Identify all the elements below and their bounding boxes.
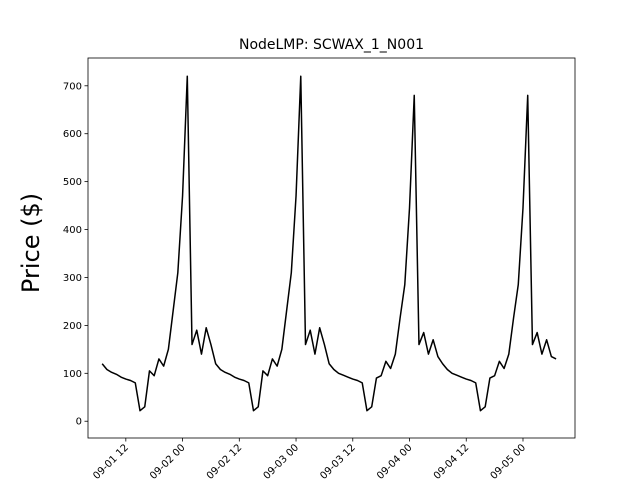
y-tick-label: 600 <box>63 129 82 140</box>
x-tick-label: 09-03 00 <box>262 442 302 480</box>
y-tick-label: 300 <box>63 273 82 284</box>
y-tick-label: 200 <box>63 321 82 332</box>
y-tick-label: 0 <box>76 417 82 428</box>
y-tick-label: 500 <box>63 177 82 188</box>
x-tick-label: 09-02 12 <box>205 442 245 480</box>
y-tick-label: 400 <box>63 225 82 236</box>
y-tick-label: 700 <box>63 81 82 92</box>
chart-title: NodeLMP: SCWAX_1_N001 <box>239 37 424 53</box>
y-axis-label: Price ($) <box>17 193 45 293</box>
x-tick-label: 09-04 12 <box>432 442 472 480</box>
x-tick-label: 09-02 00 <box>148 442 188 480</box>
x-tick-label: 09-04 00 <box>375 442 415 480</box>
x-tick-label: 09-03 12 <box>318 442 358 480</box>
y-tick-label: 100 <box>63 369 82 380</box>
plot-frame <box>87 57 576 439</box>
price-line <box>101 75 557 412</box>
x-tick-label: 09-01 12 <box>91 442 131 480</box>
x-tick-label: 09-05 00 <box>489 442 529 480</box>
